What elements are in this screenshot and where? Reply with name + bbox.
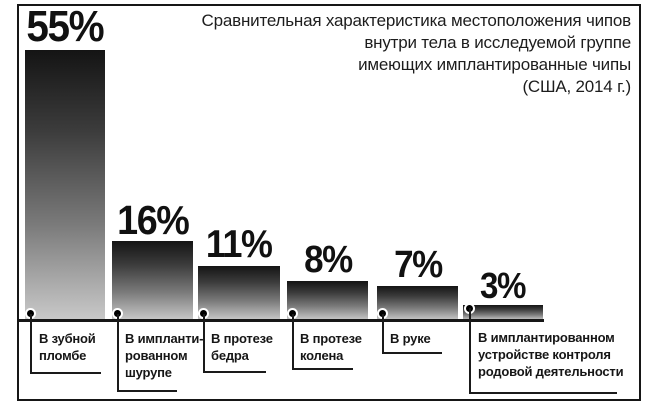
x-axis-baseline xyxy=(18,319,544,322)
chart-title-line: Сравнительная характеристика местоположе… xyxy=(201,11,632,30)
bar-hip-prosthesis xyxy=(198,266,280,320)
category-label-line: бедра xyxy=(211,348,249,363)
bar-column-implanted-screw: 16% xyxy=(112,0,193,320)
bar-labor-control-device xyxy=(463,305,543,320)
chart-frame-border xyxy=(17,4,641,401)
callout-line xyxy=(203,314,205,373)
bar-value-label: 3% xyxy=(480,264,526,306)
callout-line xyxy=(292,314,294,370)
callout-underline xyxy=(203,371,266,373)
bar-value-label: 7% xyxy=(393,244,443,287)
callout-underline xyxy=(117,390,177,392)
bar-implanted-screw xyxy=(112,241,193,320)
category-label-line: родовой деятельности xyxy=(478,364,624,379)
category-label-implanted-screw: В импланти- рованном шурупе xyxy=(125,330,203,381)
bar-column-dental-filling: 55% xyxy=(25,0,105,320)
callout-line xyxy=(382,314,384,354)
category-label-line: рованном xyxy=(125,348,188,363)
category-label-arm: В руке xyxy=(390,330,431,347)
category-label-hip-prosthesis: В протезе бедра xyxy=(211,330,273,364)
chart-title: Сравнительная характеристика местоположе… xyxy=(131,10,632,98)
chart-title-line: (США, 2014 г.) xyxy=(522,77,631,96)
bar-knee-prosthesis xyxy=(287,281,368,320)
chart-title-line: имеющих имплантированные чипы xyxy=(358,55,631,74)
bar-column-hip-prosthesis: 11% xyxy=(198,0,280,320)
callout-line xyxy=(117,314,119,392)
callout-underline xyxy=(469,392,617,394)
bar-column-knee-prosthesis: 8% xyxy=(287,0,368,320)
callout-underline xyxy=(30,372,101,374)
category-label-line: шурупе xyxy=(125,365,172,380)
bar-value-label: 16% xyxy=(116,196,190,243)
bar-dental-filling xyxy=(25,50,105,320)
chart-title-line: внутри тела в исследуемой группе xyxy=(364,33,631,52)
category-label-knee-prosthesis: В протезе колена xyxy=(300,330,362,364)
category-label-line: В протезе xyxy=(211,331,273,346)
category-label-line: В имплантированном xyxy=(478,330,615,345)
category-label-line: В протезе xyxy=(300,331,362,346)
category-label-line: колена xyxy=(300,348,344,363)
callout-line xyxy=(30,314,32,374)
bar-value-label: 8% xyxy=(303,239,353,282)
category-label-line: В руке xyxy=(390,331,431,346)
category-label-line: устройстве контроля xyxy=(478,347,611,362)
category-label-line: пломбе xyxy=(39,348,87,363)
bar-value-label: 55% xyxy=(26,2,105,52)
callout-underline xyxy=(292,368,353,370)
bar-column-labor-control-device: 3% xyxy=(463,0,543,320)
bar-arm xyxy=(377,286,458,320)
callout-underline xyxy=(382,352,442,354)
category-label-line: В импланти- xyxy=(125,331,204,346)
bar-value-label: 11% xyxy=(206,223,273,267)
bar-column-arm: 7% xyxy=(377,0,458,320)
category-label-labor-control-device: В имплантированном устройстве контроля р… xyxy=(478,329,624,380)
category-label-line: В зубной xyxy=(39,331,96,346)
callout-line xyxy=(469,308,471,394)
category-label-dental-filling: В зубной пломбе xyxy=(39,330,96,364)
